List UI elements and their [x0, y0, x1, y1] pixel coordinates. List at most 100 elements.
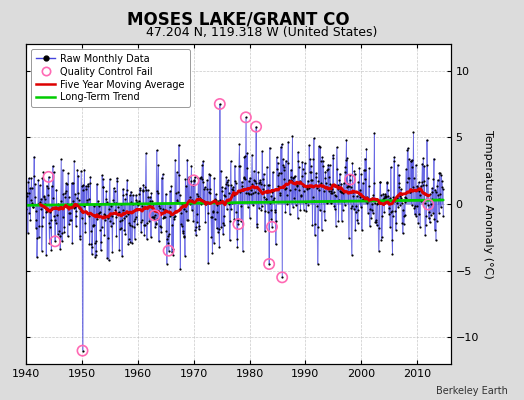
Point — [241, 176, 249, 182]
Point — [416, 224, 424, 230]
Point — [117, 216, 126, 223]
Point — [74, 172, 82, 179]
Point — [365, 165, 374, 172]
Point — [290, 172, 299, 179]
Point — [400, 213, 408, 219]
Point — [78, 215, 86, 221]
Point — [401, 194, 409, 200]
Point — [352, 202, 361, 209]
Point — [328, 190, 336, 196]
Point — [218, 188, 226, 195]
Point — [328, 190, 336, 196]
Point — [124, 211, 132, 217]
Point — [395, 184, 403, 190]
Point — [342, 137, 351, 143]
Point — [234, 221, 243, 227]
Point — [390, 158, 398, 164]
Point — [143, 220, 151, 226]
Point — [223, 179, 232, 186]
Point — [271, 241, 280, 248]
Point — [123, 177, 132, 183]
Point — [120, 215, 128, 222]
Point — [224, 177, 232, 184]
Point — [58, 167, 67, 173]
Point — [348, 203, 356, 209]
Point — [134, 201, 143, 208]
Point — [152, 147, 161, 154]
Point — [300, 170, 309, 177]
Point — [282, 192, 291, 198]
Point — [436, 204, 445, 210]
Point — [49, 194, 58, 201]
Point — [253, 224, 261, 230]
Point — [80, 166, 89, 173]
Point — [365, 223, 374, 229]
Point — [438, 184, 446, 191]
Point — [356, 194, 364, 200]
Point — [132, 197, 140, 204]
Point — [315, 207, 324, 214]
Point — [29, 172, 38, 179]
Point — [91, 240, 99, 246]
Point — [137, 217, 146, 223]
Point — [180, 234, 188, 240]
Point — [285, 177, 293, 184]
Point — [64, 194, 73, 200]
Point — [86, 180, 94, 186]
Point — [361, 155, 369, 162]
Point — [173, 199, 181, 205]
Point — [411, 211, 419, 218]
Point — [56, 233, 64, 240]
Point — [424, 201, 432, 208]
Point — [260, 181, 268, 188]
Point — [414, 179, 423, 186]
Point — [214, 198, 223, 204]
Point — [251, 178, 259, 184]
Point — [157, 175, 166, 181]
Point — [378, 213, 386, 219]
Point — [145, 218, 153, 224]
Point — [89, 222, 97, 228]
Point — [184, 217, 192, 223]
Point — [397, 186, 405, 192]
Point — [41, 196, 49, 202]
Point — [101, 212, 110, 218]
Point — [320, 188, 328, 194]
Point — [379, 195, 388, 202]
Point — [312, 184, 321, 191]
Point — [145, 198, 154, 204]
Point — [274, 159, 282, 166]
Point — [162, 228, 170, 234]
Point — [171, 156, 179, 163]
Point — [156, 223, 165, 230]
Point — [96, 226, 104, 233]
Point — [292, 181, 301, 188]
Point — [396, 202, 405, 208]
Point — [243, 165, 251, 171]
Point — [395, 172, 403, 178]
Point — [214, 229, 222, 236]
Point — [242, 114, 250, 120]
Point — [59, 214, 67, 220]
Point — [147, 190, 156, 196]
Point — [378, 196, 387, 202]
Point — [234, 221, 243, 227]
Point — [170, 213, 179, 219]
Point — [201, 184, 209, 190]
Point — [103, 215, 112, 221]
Point — [199, 200, 208, 206]
Point — [299, 206, 308, 213]
Point — [404, 175, 412, 181]
Point — [246, 190, 255, 197]
Point — [179, 205, 188, 212]
Point — [113, 175, 121, 181]
Point — [180, 233, 189, 239]
Point — [253, 190, 261, 196]
Point — [68, 240, 77, 246]
Point — [372, 217, 380, 224]
Point — [40, 194, 49, 200]
Point — [376, 179, 385, 186]
Point — [278, 274, 286, 280]
Point — [42, 252, 50, 258]
Point — [334, 182, 342, 188]
